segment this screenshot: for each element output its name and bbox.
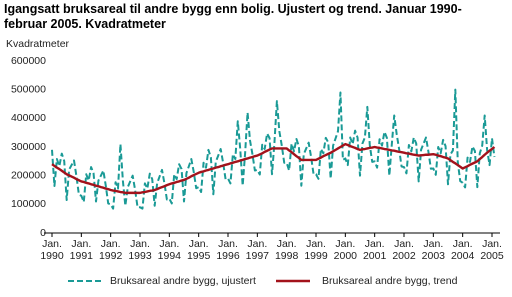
x-tick-label: Jan. 1998: [274, 238, 299, 262]
y-tick-label: 0: [40, 227, 46, 239]
y-axis-label: Kvadratmeter: [6, 38, 70, 50]
x-tick-label: Jan. 2005: [480, 238, 504, 262]
x-tick-label: Jan. 2001: [362, 238, 387, 262]
x-tick-label: Jan. 2003: [421, 238, 445, 262]
x-tick-label: Jan. 1990: [40, 238, 64, 262]
x-tick-label: Jan. 1999: [304, 238, 328, 262]
y-tick-label: 300000: [11, 141, 46, 153]
x-tick-label: Jan. 1994: [157, 238, 181, 262]
x-tick-label: Jan. 1995: [186, 238, 211, 262]
x-tick-label: Jan. 1997: [245, 238, 269, 262]
legend-label: Bruksareal andre bygg, trend: [322, 275, 458, 287]
x-tick-label: Jan. 2004: [450, 238, 475, 262]
y-tick-label: 400000: [11, 112, 46, 124]
y-tick-label: 200000: [11, 169, 46, 181]
x-tick-label: Jan. 1992: [98, 238, 123, 262]
x-tick-label: Jan. 2000: [333, 238, 357, 262]
y-tick-label: 100000: [11, 198, 46, 210]
y-tick-label: 500000: [11, 83, 46, 95]
x-tick-label: Jan. 1996: [216, 238, 240, 262]
x-tick-label: Jan. 1991: [69, 238, 93, 262]
legend-label: Bruksareal andre bygg, ujustert: [110, 275, 256, 287]
x-tick-label: Jan. 1993: [128, 238, 152, 262]
chart-title: Igangsatt bruksareal til andre bygg enn …: [4, 2, 462, 31]
y-tick-label: 600000: [11, 55, 46, 67]
series-line: [51, 142, 496, 195]
x-tick-label: Jan. 2002: [392, 238, 416, 262]
